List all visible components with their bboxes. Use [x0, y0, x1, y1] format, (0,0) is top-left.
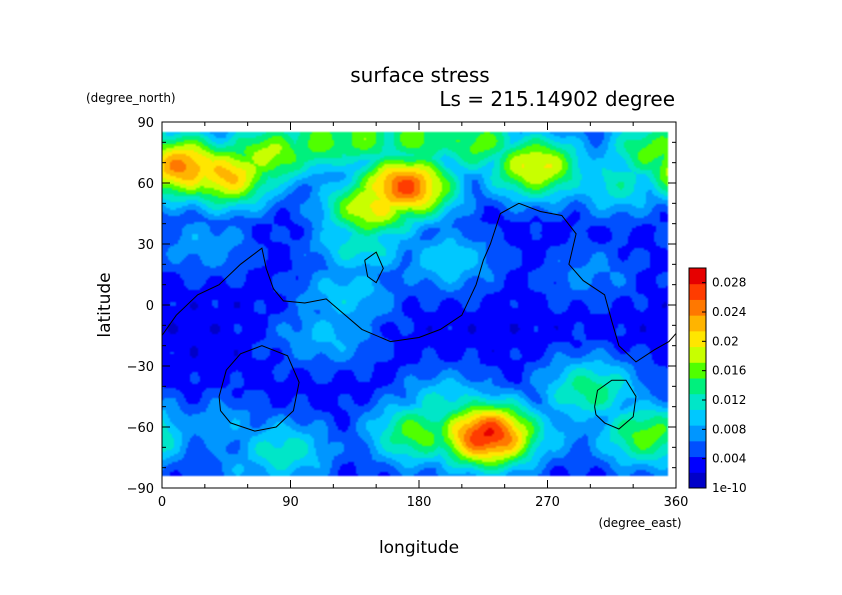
colorbar-swatch	[689, 283, 706, 300]
colorbar-tick-label: 0.004	[712, 452, 746, 466]
colorbar-swatch	[689, 330, 706, 348]
y-tick-label: 90	[137, 116, 154, 131]
x-tick-label: 360	[664, 495, 689, 510]
x-tick-label: 90	[282, 495, 299, 510]
y-unit-label: (degree_north)	[86, 91, 176, 105]
colorbar-swatch	[689, 299, 706, 316]
colorbar-tick-label: 0.008	[712, 422, 746, 436]
y-tick-label: −30	[127, 360, 154, 375]
small-loop-contour	[364, 251, 384, 284]
colorbar-frame	[688, 267, 707, 489]
colorbar-swatch	[689, 346, 706, 363]
y-axis-label: latitude	[95, 272, 115, 337]
colorbar-swatch	[689, 362, 706, 379]
contour-lines	[162, 202, 676, 432]
y-tick-label: 30	[137, 238, 154, 253]
colorbar-tick-label: 0.028	[712, 276, 746, 290]
x-axis-label: longitude	[379, 538, 459, 558]
colorbar-swatch	[689, 425, 706, 442]
colorbar-tick-label: 0.012	[712, 393, 746, 407]
colorbar-swatch	[689, 409, 706, 426]
y-tick-label: 0	[146, 299, 154, 314]
colorbar-swatch	[689, 472, 706, 489]
x-tick-label: 0	[158, 495, 166, 510]
y-tick-label: −60	[127, 421, 154, 436]
colorbar-tick-label: 0.024	[712, 305, 746, 319]
argyre-basin-contour	[594, 379, 637, 430]
colorbar-tick-label: 0.016	[712, 364, 746, 378]
x-unit-label: (degree_east)	[598, 516, 681, 530]
hellas-basin-contour	[218, 345, 300, 432]
colorbar-swatch	[689, 456, 706, 473]
colorbar-swatch	[689, 393, 706, 410]
chart-subtitle: Ls = 215.14902 degree	[439, 87, 675, 111]
y-tick-label: 60	[137, 177, 154, 192]
plot-area	[162, 122, 676, 488]
colorbar: 0.004 0.008 0.012 0.016 0.02 0.024 0.028 1e-10	[688, 267, 747, 495]
dichotomy-boundary-contour	[162, 202, 676, 363]
axes: 0 90 180 270 360 −90 −60 −30 0 30 60 90	[127, 116, 689, 510]
chart-title: surface stress	[350, 63, 489, 87]
colorbar-swatch	[689, 268, 706, 285]
x-tick-label: 270	[535, 495, 560, 510]
colorbar-swatch	[689, 315, 706, 332]
colorbar-min-label: 1e-10	[712, 481, 747, 495]
heatmap-field	[162, 122, 676, 488]
x-tick-label: 180	[407, 495, 432, 510]
colorbar-swatch	[689, 378, 706, 395]
y-tick-label: −90	[127, 482, 154, 497]
colorbar-swatch	[689, 440, 706, 458]
colorbar-tick-label: 0.02	[712, 334, 739, 348]
